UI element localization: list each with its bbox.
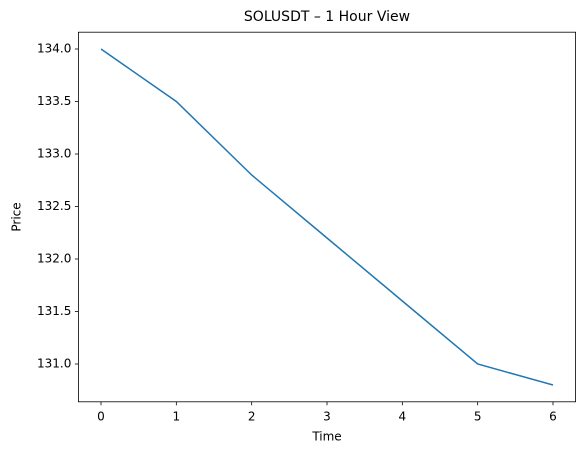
plot-frame <box>78 31 577 403</box>
y-tick-label: 132.5 <box>37 199 71 213</box>
y-tick-label: 131.5 <box>37 304 71 318</box>
y-axis-label: Price <box>10 202 24 231</box>
y-tick-label: 133.0 <box>37 147 71 161</box>
y-tick-label: 134.0 <box>37 42 71 56</box>
x-tick-label: 1 <box>173 409 181 423</box>
y-tick-label: 132.0 <box>37 252 71 266</box>
x-tick-label: 5 <box>474 409 482 423</box>
x-tick-label: 6 <box>549 409 557 423</box>
x-axis-label: Time <box>311 430 341 444</box>
y-tick-label: 131.0 <box>37 357 71 371</box>
x-tick-label: 0 <box>97 409 105 423</box>
line-series <box>100 48 554 386</box>
x-tick-label: 2 <box>248 409 256 423</box>
x-tick-label: 3 <box>323 409 331 423</box>
x-tick-label: 4 <box>399 409 407 423</box>
chart-title: SOLUSDT – 1 Hour View <box>244 9 410 25</box>
y-tick-label: 133.5 <box>37 94 71 108</box>
